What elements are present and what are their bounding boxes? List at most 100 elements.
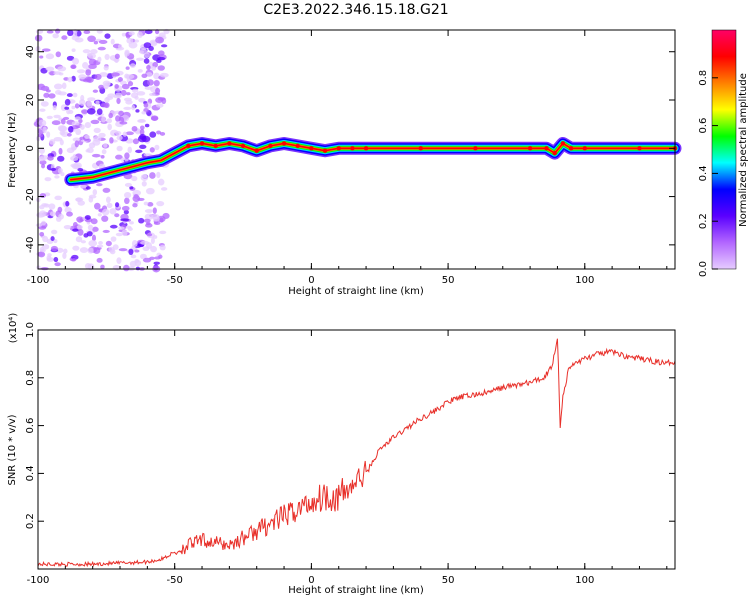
- noise-cell: [131, 240, 138, 248]
- noise-cell: [131, 125, 138, 132]
- noise-cell: [60, 118, 66, 125]
- noise-cell: [43, 92, 50, 98]
- noise-cell: [39, 193, 47, 198]
- noise-cell: [103, 82, 109, 90]
- noise-cell: [132, 138, 140, 145]
- noise-cell: [134, 96, 139, 100]
- noise-cell: [101, 215, 109, 222]
- noise-cell: [145, 187, 155, 195]
- noise-cell: [143, 102, 149, 108]
- noise-cell: [153, 72, 160, 80]
- y-tick-label: 40: [25, 45, 36, 58]
- snr-x-label: Height of straight line (km): [288, 585, 424, 596]
- noise-cell: [142, 174, 148, 178]
- noise-cell: [73, 184, 79, 189]
- noise-cell: [96, 108, 103, 115]
- noise-cell: [68, 126, 74, 133]
- noise-cell: [121, 229, 128, 237]
- colorbar-tick-label: 0.8: [698, 70, 709, 86]
- noise-cell: [39, 204, 45, 210]
- noise-cell: [156, 171, 161, 179]
- snr-multiplier: (x10⁴): [8, 313, 19, 344]
- noise-cell: [162, 212, 170, 219]
- noise-cell: [136, 57, 145, 61]
- y-tick-label: -40: [25, 237, 36, 253]
- noise-cell: [128, 41, 138, 49]
- noise-cell: [138, 119, 146, 123]
- noise-cell: [37, 133, 44, 138]
- noise-cell: [139, 133, 147, 140]
- noise-cell: [72, 92, 78, 98]
- noise-cell: [158, 50, 165, 56]
- noise-cell: [124, 182, 132, 188]
- noise-cell: [104, 53, 110, 61]
- colorbar-tick-label: 0.0: [698, 261, 709, 277]
- noise-cell: [53, 137, 63, 142]
- ridge-point: [295, 143, 300, 149]
- noise-cell: [71, 48, 76, 53]
- noise-cell: [153, 235, 158, 239]
- noise-cell: [58, 213, 64, 220]
- noise-cell: [62, 252, 67, 260]
- noise-cell: [109, 137, 114, 144]
- noise-cell: [140, 125, 145, 130]
- noise-cell: [137, 69, 143, 73]
- noise-cell: [96, 183, 103, 187]
- noise-cell: [150, 115, 159, 122]
- y-tick-label: 0.8: [25, 370, 36, 386]
- noise-cell: [64, 98, 71, 106]
- noise-cell: [160, 187, 168, 191]
- ridge-point: [418, 146, 423, 151]
- noise-cell: [87, 108, 96, 115]
- noise-cell: [41, 48, 51, 52]
- noise-cell: [150, 245, 157, 253]
- ridge-point: [473, 146, 478, 151]
- noise-cell: [116, 257, 122, 265]
- noise-cell: [146, 233, 153, 237]
- noise-cell: [123, 97, 132, 102]
- noise-cell: [109, 249, 116, 255]
- snr-series-line: [37, 338, 676, 568]
- noise-cell: [76, 69, 86, 74]
- noise-cell: [81, 109, 89, 114]
- noise-cell: [72, 245, 80, 251]
- noise-cell: [159, 72, 169, 78]
- noise-cell: [121, 83, 130, 90]
- ridge-point: [268, 143, 273, 149]
- noise-cell: [143, 52, 150, 59]
- noise-cell: [57, 91, 67, 96]
- ridge-point: [213, 143, 218, 149]
- colorbar-tick-label: 0.2: [698, 213, 709, 229]
- noise-cell: [116, 135, 123, 141]
- noise-cell: [157, 56, 166, 61]
- noise-cell: [122, 131, 128, 137]
- noise-cell: [117, 76, 123, 83]
- noise-cell: [68, 109, 74, 114]
- noise-cell: [134, 39, 140, 43]
- noise-cell: [112, 244, 119, 250]
- noise-cell: [57, 206, 63, 213]
- noise-cell: [102, 187, 111, 193]
- noise-cell: [133, 194, 139, 199]
- noise-cell: [144, 123, 150, 128]
- noise-cell: [88, 58, 97, 66]
- noise-cell: [44, 177, 52, 182]
- noise-cell: [149, 172, 156, 179]
- noise-cell: [75, 128, 82, 136]
- noise-cell: [159, 131, 166, 136]
- noise-cell: [34, 34, 43, 42]
- noise-cell: [84, 134, 90, 140]
- spectrogram-marks: [33, 28, 682, 273]
- noise-cell: [145, 223, 153, 228]
- noise-cell: [138, 97, 146, 103]
- ridge-point: [227, 141, 232, 146]
- noise-cell: [84, 215, 91, 220]
- noise-cell: [58, 125, 68, 132]
- noise-cell: [71, 75, 76, 82]
- noise-cell: [71, 121, 80, 126]
- noise-cell: [95, 100, 100, 105]
- noise-cell: [46, 255, 52, 261]
- noise-cell: [104, 33, 111, 39]
- noise-cell: [97, 56, 102, 63]
- noise-cell: [82, 49, 91, 54]
